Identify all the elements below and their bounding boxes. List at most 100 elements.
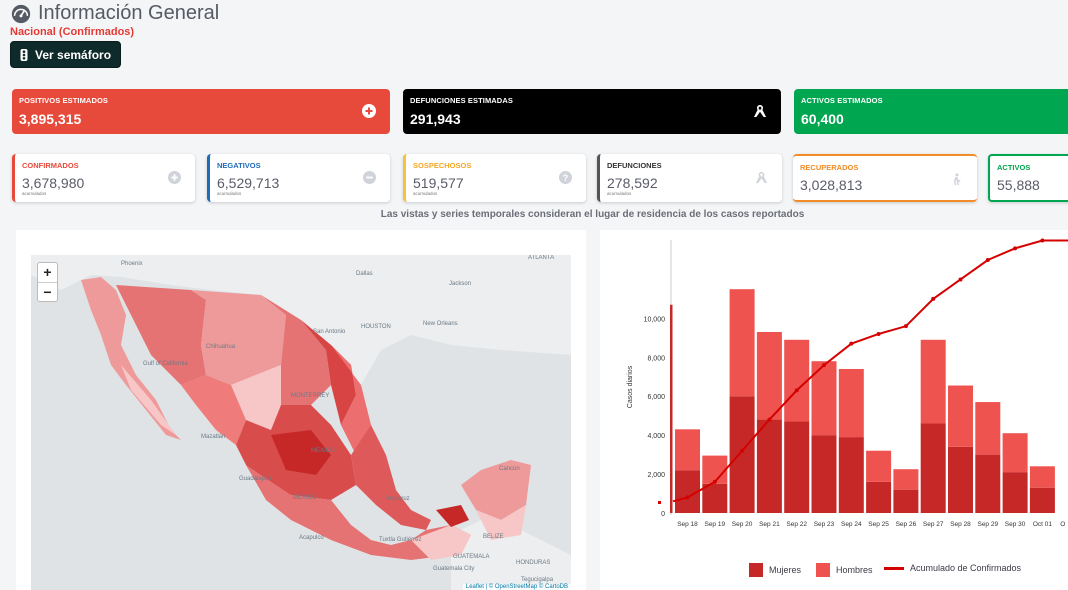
map-label: Cancún <box>499 466 520 472</box>
ver-semaforo-label: Ver semáforo <box>35 47 112 62</box>
bar-mujeres <box>838 437 864 513</box>
card-sublabel: acumulados <box>413 191 438 196</box>
bar-hombres <box>920 339 946 424</box>
x-tick-label: Sep 24 <box>841 521 862 528</box>
bar-mujeres <box>702 483 728 513</box>
map-label: Guadalajara <box>239 476 272 482</box>
card-value: 278,592 <box>607 175 658 191</box>
card-defunciones-estimadas: DEFUNCIONES ESTIMADAS 291,943 <box>403 89 781 134</box>
card-label: DEFUNCIONES ESTIMADAS <box>410 96 513 105</box>
point-acumulado <box>740 448 745 453</box>
plus-circle-icon <box>168 171 181 184</box>
card-label: ACTIVOS ESTIMADOS <box>801 96 883 105</box>
point-acumulado <box>903 324 908 329</box>
card-value: 6,529,713 <box>217 175 280 191</box>
bar-hombres <box>702 455 728 484</box>
bar-hombres <box>838 368 864 438</box>
map-label: Veracruz <box>386 496 410 502</box>
map-label: BELIZE <box>483 534 504 540</box>
svg-text:?: ? <box>563 173 569 183</box>
walking-person-icon <box>953 173 961 186</box>
card-sublabel: acumulados <box>217 191 242 196</box>
residence-note: Las vistas y series temporales considera… <box>380 209 805 220</box>
map-label: Phoenix <box>121 261 143 267</box>
map-label: Mazatlán <box>201 434 225 440</box>
x-tick-label: Sep 21 <box>759 521 780 528</box>
zoom-in-button[interactable]: + <box>43 264 52 280</box>
point-acumulado <box>1013 246 1018 251</box>
bar-mujeres <box>893 489 919 513</box>
bar-hombres <box>1029 466 1055 488</box>
traffic-light-icon <box>20 48 28 61</box>
mexico-map[interactable]: Phoenix Dallas Jackson ATLANTA HOUSTON S… <box>31 255 571 590</box>
bar-mujeres <box>866 481 892 513</box>
map-label: ATLANTA <box>528 255 554 261</box>
card-confirmados: CONFIRMADOS 3,678,980 acumulados <box>12 154 195 202</box>
map-label: Tegucigalpa <box>521 577 554 583</box>
point-acumulado <box>822 363 826 368</box>
map-label: MEXICO <box>311 448 335 454</box>
daily-cases-chart: 0 2,000 4,000 6,000 8,000 10,000 Casos diarios… <box>627 238 1068 528</box>
card-label: RECUPERADOS <box>800 163 859 172</box>
card-sublabel: acumulados <box>22 191 47 196</box>
card-negativos: NEGATIVOS 6,529,713 acumulados <box>207 154 390 202</box>
bar-mujeres <box>1029 487 1055 513</box>
map-label: New Orleans <box>423 321 458 327</box>
bar-mujeres <box>920 423 946 513</box>
map-label: HONDURAS <box>516 560 550 566</box>
legend-label: Hombres <box>836 565 873 575</box>
bar-partial <box>670 304 673 513</box>
point-acumulado <box>931 296 936 301</box>
point-acumulado <box>958 277 963 282</box>
bar-hombres <box>1002 433 1028 473</box>
x-tick-label: Sep 22 <box>786 521 807 528</box>
legend-swatch <box>749 563 763 577</box>
bar-mujeres <box>811 435 837 513</box>
card-value: 3,028,813 <box>800 177 863 193</box>
card-defunciones: DEFUNCIONES 278,592 acumulados <box>597 154 782 202</box>
legend-acumulado[interactable]: Acumulado de Confirmados <box>884 563 1021 573</box>
point-acumulado <box>794 388 799 393</box>
legend-swatch <box>816 563 830 577</box>
x-tick-label: Sep 27 <box>923 521 944 528</box>
legend-mujeres[interactable]: Mujeres <box>749 563 801 577</box>
map-attribution[interactable]: Leaflet | © OpenStreetMap © CartoDB <box>462 584 571 590</box>
page-subtitle: Nacional (Confirmados) <box>10 26 135 38</box>
card-activos-estimados: ACTIVOS ESTIMADOS 60,400 <box>794 89 1068 134</box>
map-label: San Antonio <box>313 329 346 335</box>
x-tick-label: Sep 26 <box>896 521 917 528</box>
map-label: MONTERREY <box>291 393 329 399</box>
map-label: Jackson <box>449 281 471 287</box>
y-tick-label: 2,000 <box>647 472 665 479</box>
card-value: 60,400 <box>801 111 844 127</box>
card-sublabel: acumulados <box>607 191 632 196</box>
bar-mujeres <box>729 396 755 513</box>
bar-mujeres <box>948 446 973 513</box>
point-acumulado <box>767 417 772 422</box>
title-text: Información General <box>38 2 220 24</box>
zoom-out-button[interactable]: − <box>38 282 57 301</box>
legend-hombres[interactable]: Hombres <box>816 563 873 577</box>
legend-line <box>884 566 904 570</box>
page-title: Información General <box>10 2 219 25</box>
map-label: Guatemala City <box>433 566 474 572</box>
map-label: Chihuahua <box>206 344 236 350</box>
card-positivos-estimados: POSITIVOS ESTIMADOS 3,895,315 <box>12 89 390 134</box>
card-value: 3,678,980 <box>22 175 85 191</box>
bar-hombres <box>729 289 755 397</box>
bar-mujeres <box>784 421 810 513</box>
bar-hombres <box>975 402 1001 455</box>
ver-semaforo-button[interactable]: Ver semáforo <box>10 41 122 68</box>
card-label: DEFUNCIONES <box>607 161 662 170</box>
bar-mujeres <box>1002 472 1028 513</box>
x-tick-label: Sep 18 <box>677 521 698 528</box>
minus-circle-icon <box>363 171 376 184</box>
x-tick-label: O <box>1060 521 1065 528</box>
ribbon-icon <box>754 105 766 117</box>
card-value: 519,577 <box>413 175 464 191</box>
x-tick-label: Sep 25 <box>868 521 889 528</box>
x-tick-label: Sep 29 <box>977 521 998 528</box>
card-label: POSITIVOS ESTIMADOS <box>19 96 108 105</box>
card-label: SOSPECHOSOS <box>413 161 472 170</box>
card-label: ACTIVOS <box>997 163 1031 172</box>
